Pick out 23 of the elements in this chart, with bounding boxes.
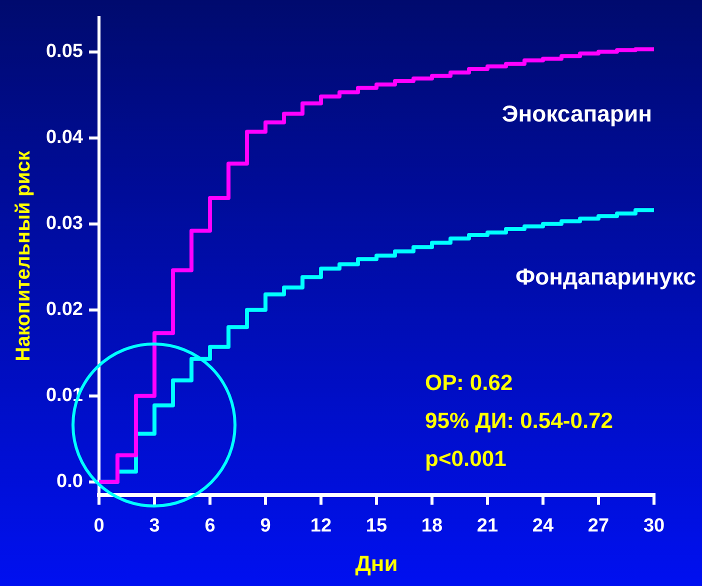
x-tick-label: 0 [94,515,104,536]
y-axis-title: Накопительный риск [12,150,35,362]
y-tick-label: 0.04 [46,127,84,148]
x-tick-label: 27 [588,515,610,536]
x-tick-label: 9 [260,515,271,536]
x-tick-label: 12 [310,515,332,536]
x-tick-label: 18 [421,515,443,536]
series-label: Эноксапарин [502,100,652,127]
x-tick-label: 24 [532,515,554,536]
y-tick-label: 0.05 [46,41,84,62]
x-tick-label: 6 [204,515,216,536]
y-tick-label: 0.0 [56,471,83,492]
x-tick-label: 15 [366,515,388,536]
x-axis-title: Дни [355,550,398,576]
x-tick-label: 3 [149,515,160,536]
y-tick-label: 0.03 [46,213,83,234]
x-tick-label: 21 [476,515,498,536]
series-label: Фондапаринукс [515,263,696,290]
annotation: p<0.001 [425,446,506,472]
annotation: ОР: 0.62 [425,370,513,396]
y-tick-label: 0.02 [46,299,83,320]
x-tick-label: 30 [643,515,665,536]
annotation: 95% ДИ: 0.54-0.72 [425,408,614,434]
